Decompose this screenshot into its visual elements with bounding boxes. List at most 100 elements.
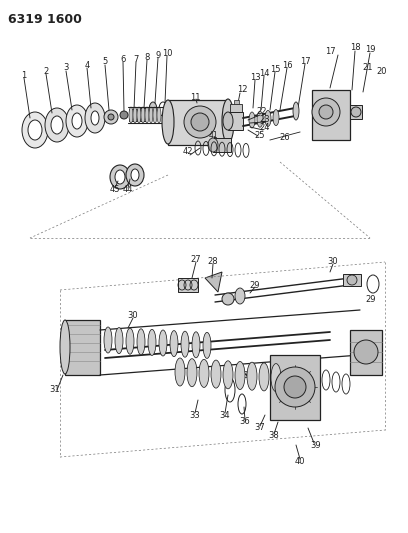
Text: 20: 20 <box>377 68 387 77</box>
Ellipse shape <box>137 329 145 355</box>
Circle shape <box>184 106 216 138</box>
Ellipse shape <box>72 113 82 129</box>
Text: 19: 19 <box>365 45 375 54</box>
Circle shape <box>120 111 128 119</box>
Text: 9: 9 <box>155 51 161 60</box>
Ellipse shape <box>22 112 48 148</box>
Ellipse shape <box>110 165 130 189</box>
Circle shape <box>191 113 209 131</box>
Ellipse shape <box>129 107 133 123</box>
Bar <box>312 90 350 140</box>
Ellipse shape <box>247 362 257 390</box>
Text: 38: 38 <box>268 432 279 440</box>
Ellipse shape <box>45 108 69 142</box>
Text: 16: 16 <box>282 61 292 69</box>
Ellipse shape <box>257 111 263 127</box>
Text: 28: 28 <box>208 256 218 265</box>
Ellipse shape <box>187 359 197 387</box>
Text: 42: 42 <box>183 148 193 157</box>
Text: 27: 27 <box>191 254 201 263</box>
Ellipse shape <box>126 328 134 354</box>
Text: 17: 17 <box>300 56 310 66</box>
Bar <box>270 355 320 420</box>
Ellipse shape <box>133 107 137 123</box>
Ellipse shape <box>85 103 105 133</box>
Bar <box>178 278 198 292</box>
Text: 41: 41 <box>208 131 218 140</box>
Ellipse shape <box>115 328 123 353</box>
Text: 7: 7 <box>133 54 139 63</box>
Text: 36: 36 <box>239 417 251 426</box>
Ellipse shape <box>203 333 211 358</box>
Ellipse shape <box>145 107 149 123</box>
Bar <box>168 100 228 145</box>
Ellipse shape <box>137 107 141 123</box>
Text: 6: 6 <box>120 54 126 63</box>
Text: 18: 18 <box>350 44 360 52</box>
Ellipse shape <box>222 99 234 143</box>
Ellipse shape <box>192 332 200 358</box>
Text: 5: 5 <box>102 58 108 67</box>
Circle shape <box>312 98 340 126</box>
Bar <box>228 112 243 130</box>
Ellipse shape <box>273 110 279 126</box>
Ellipse shape <box>181 331 189 357</box>
Ellipse shape <box>91 111 99 125</box>
Text: 34: 34 <box>220 410 230 419</box>
Circle shape <box>319 105 333 119</box>
Text: 15: 15 <box>270 64 280 74</box>
Text: 30: 30 <box>128 311 138 319</box>
Text: 6319 1600: 6319 1600 <box>8 13 82 26</box>
Ellipse shape <box>148 329 156 356</box>
Polygon shape <box>205 272 222 292</box>
Text: 29: 29 <box>366 295 376 304</box>
Ellipse shape <box>60 320 70 374</box>
Text: 45: 45 <box>110 185 120 195</box>
Text: 12: 12 <box>237 85 247 94</box>
Ellipse shape <box>265 110 271 126</box>
Ellipse shape <box>223 112 233 130</box>
Circle shape <box>222 293 234 305</box>
Ellipse shape <box>159 330 167 356</box>
Bar <box>65 320 100 375</box>
Ellipse shape <box>131 169 139 181</box>
Text: 8: 8 <box>144 52 150 61</box>
Circle shape <box>104 110 118 124</box>
Text: 33: 33 <box>190 410 200 419</box>
Circle shape <box>108 114 114 120</box>
Text: 3: 3 <box>63 63 69 72</box>
Circle shape <box>351 107 361 117</box>
Ellipse shape <box>223 361 233 389</box>
Text: 23: 23 <box>259 116 271 125</box>
Ellipse shape <box>157 107 161 123</box>
Text: 39: 39 <box>310 440 322 449</box>
Text: 4: 4 <box>84 61 90 69</box>
Ellipse shape <box>149 107 153 123</box>
Bar <box>234 100 239 104</box>
Text: 31: 31 <box>50 385 60 394</box>
Ellipse shape <box>51 116 63 134</box>
Ellipse shape <box>271 364 281 392</box>
Text: 14: 14 <box>259 69 269 77</box>
Text: 30: 30 <box>328 257 338 266</box>
Text: 35: 35 <box>243 370 253 379</box>
Bar <box>350 105 362 119</box>
Text: 21: 21 <box>363 63 373 72</box>
Text: 26: 26 <box>280 133 290 142</box>
Circle shape <box>347 275 357 285</box>
Circle shape <box>284 376 306 398</box>
Text: 25: 25 <box>255 132 265 141</box>
Text: 1: 1 <box>21 70 27 79</box>
Ellipse shape <box>249 112 255 128</box>
Ellipse shape <box>175 358 185 386</box>
Ellipse shape <box>170 330 178 357</box>
Ellipse shape <box>115 170 125 184</box>
Text: 17: 17 <box>325 47 336 56</box>
Text: 10: 10 <box>162 49 172 58</box>
Text: 22: 22 <box>257 108 267 117</box>
Ellipse shape <box>208 138 218 152</box>
Ellipse shape <box>66 105 88 137</box>
Bar <box>140 108 147 121</box>
Text: 24: 24 <box>260 124 270 133</box>
Ellipse shape <box>235 288 245 304</box>
